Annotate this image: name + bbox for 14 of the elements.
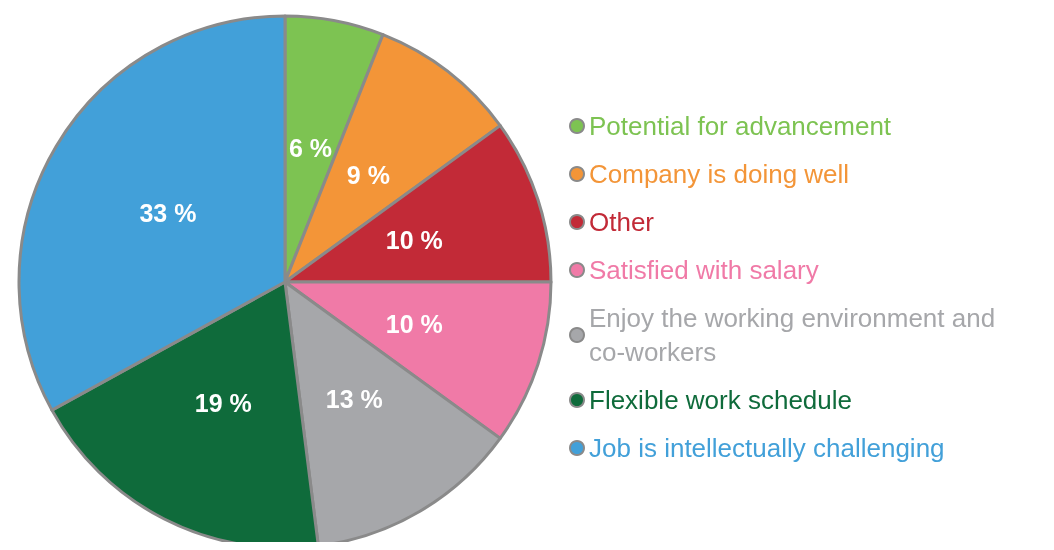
- legend-label: Company is doing well: [589, 159, 850, 189]
- legend-label: Other: [589, 207, 655, 237]
- data-label: 13 %: [325, 385, 383, 414]
- legend-label: Enjoy the working environment and co-workers: [589, 303, 1003, 367]
- legend-label: Potential for advancement: [589, 111, 892, 141]
- legend-label: Job is intellectually challenging: [589, 433, 945, 463]
- data-label: 19 %: [194, 389, 252, 418]
- data-label: 33 %: [139, 198, 197, 227]
- legend-label: Satisfied with salary: [589, 255, 819, 285]
- data-label: 6 %: [288, 134, 333, 163]
- legend-label: Flexible work schedule: [589, 385, 853, 415]
- data-label: 10 %: [385, 310, 443, 339]
- data-label: 9 %: [346, 160, 390, 189]
- data-label: 10 %: [385, 225, 443, 254]
